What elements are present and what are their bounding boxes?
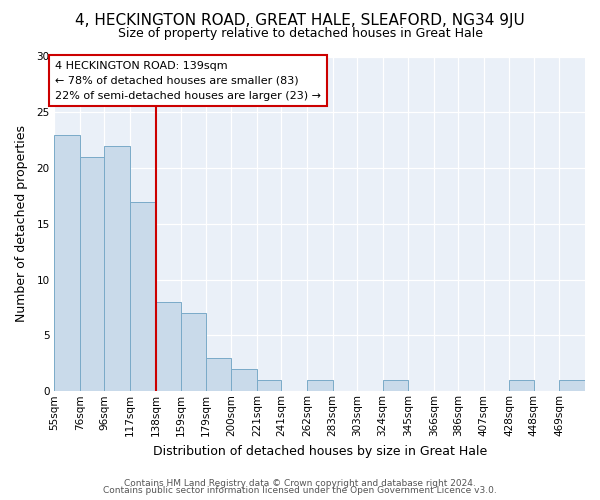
Bar: [155, 302, 181, 392]
X-axis label: Distribution of detached houses by size in Great Hale: Distribution of detached houses by size …: [152, 444, 487, 458]
Bar: [206, 358, 231, 392]
Bar: [307, 380, 332, 392]
Bar: [181, 313, 206, 392]
Bar: [231, 369, 257, 392]
Y-axis label: Number of detached properties: Number of detached properties: [15, 126, 28, 322]
Text: Size of property relative to detached houses in Great Hale: Size of property relative to detached ho…: [118, 28, 482, 40]
Bar: [559, 380, 585, 392]
Bar: [104, 146, 130, 392]
Bar: [55, 134, 80, 392]
Bar: [80, 157, 104, 392]
Bar: [383, 380, 408, 392]
Text: 4, HECKINGTON ROAD, GREAT HALE, SLEAFORD, NG34 9JU: 4, HECKINGTON ROAD, GREAT HALE, SLEAFORD…: [75, 12, 525, 28]
Text: Contains HM Land Registry data © Crown copyright and database right 2024.: Contains HM Land Registry data © Crown c…: [124, 478, 476, 488]
Bar: [257, 380, 281, 392]
Bar: [130, 202, 155, 392]
Text: 4 HECKINGTON ROAD: 139sqm
← 78% of detached houses are smaller (83)
22% of semi-: 4 HECKINGTON ROAD: 139sqm ← 78% of detac…: [55, 61, 321, 100]
Text: Contains public sector information licensed under the Open Government Licence v3: Contains public sector information licen…: [103, 486, 497, 495]
Bar: [509, 380, 534, 392]
